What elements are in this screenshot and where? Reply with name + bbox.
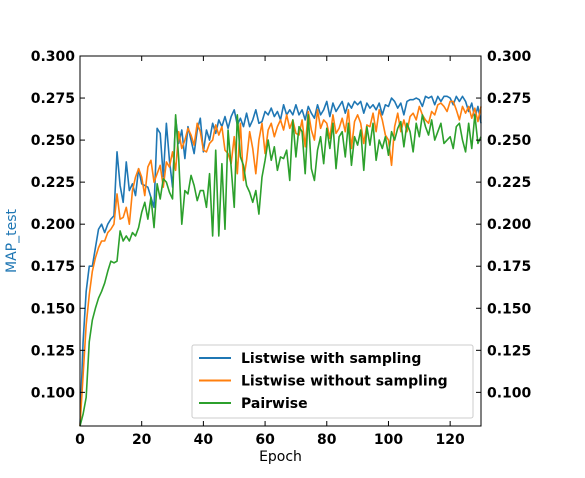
y-tick-label-left: 0.150 <box>31 301 76 317</box>
series-line-2 <box>79 100 482 427</box>
y-tick-label-right: 0.150 <box>487 301 532 317</box>
x-tick-label: 80 <box>317 432 337 448</box>
y-tick-label-right: 0.250 <box>487 133 532 149</box>
y-axis-title: MAP_test <box>4 208 20 272</box>
plot-frame <box>79 55 482 427</box>
x-axis-title: Epoch <box>259 449 302 465</box>
y-tick-label-right: 0.300 <box>487 49 532 65</box>
y-tick-label-left: 0.125 <box>31 343 75 359</box>
y-tick-label-right: 0.225 <box>487 175 531 191</box>
legend-label: Listwise with sampling <box>241 351 421 367</box>
axes-layer: 0 20 40 60 80 100 120 0.100 0.100 0.125 0.125 0.150… <box>31 49 532 448</box>
y-tick-label-right: 0.275 <box>487 91 531 107</box>
y-tick-label-right: 0.175 <box>487 259 531 275</box>
legend-label: Listwise without sampling <box>241 374 448 390</box>
y-tick-label-left: 0.275 <box>31 91 75 107</box>
legend-box <box>191 344 474 419</box>
series-line-3 <box>79 114 482 427</box>
legend-label: Pairwise <box>241 396 308 412</box>
y-tick-label-left: 0.250 <box>31 133 76 149</box>
y-tick-label-left: 0.225 <box>31 175 75 191</box>
y-tick-label-left: 0.300 <box>31 49 76 65</box>
x-tick-label: 40 <box>194 432 214 448</box>
x-tick-label: 120 <box>436 432 465 448</box>
x-tick-label: 20 <box>132 432 152 448</box>
y-tick-label-right: 0.125 <box>487 343 531 359</box>
series-line-1 <box>79 95 482 427</box>
y-tick-label-right: 0.200 <box>487 217 532 233</box>
x-tick-label: 60 <box>255 432 275 448</box>
y-tick-label-left: 0.175 <box>31 259 75 275</box>
y-tick-label-left: 0.200 <box>31 217 76 233</box>
x-tick-label: 0 <box>75 432 85 448</box>
y-tick-label-right: 0.100 <box>487 385 532 401</box>
y-tick-label-left: 0.100 <box>31 385 76 401</box>
series-layer <box>79 95 482 427</box>
legend: Listwise with sampling Listwise without s… <box>191 344 474 419</box>
x-tick-label: 100 <box>374 432 403 448</box>
